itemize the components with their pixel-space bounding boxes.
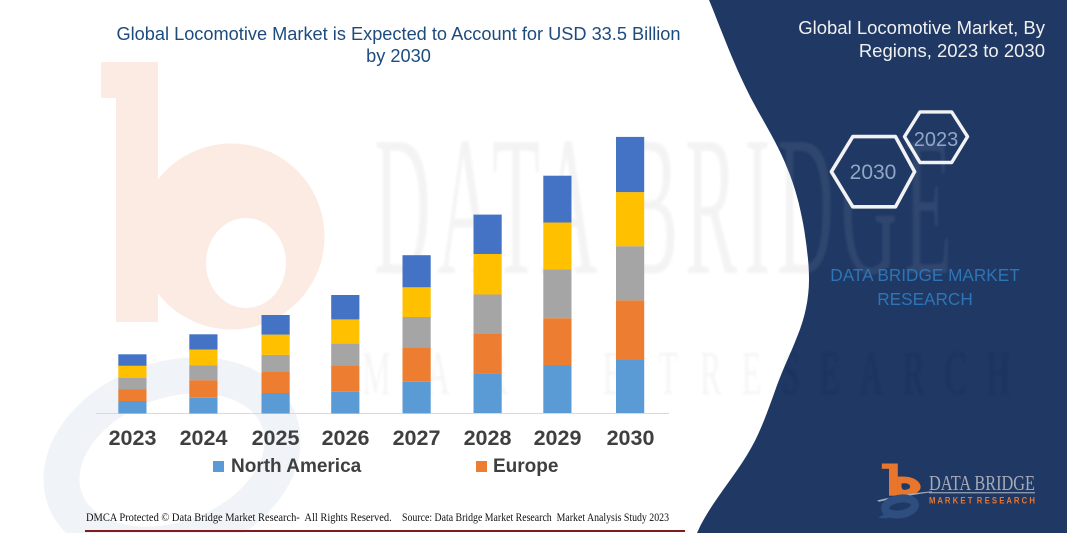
svg-text:M A R K E T R E S E A R C H: M A R K E T R E S E A R C H <box>929 496 1035 506</box>
svg-text:2023: 2023 <box>914 129 959 151</box>
svg-text:DATA BRIDGE: DATA BRIDGE <box>929 471 1035 495</box>
svg-text:2030: 2030 <box>850 161 897 184</box>
